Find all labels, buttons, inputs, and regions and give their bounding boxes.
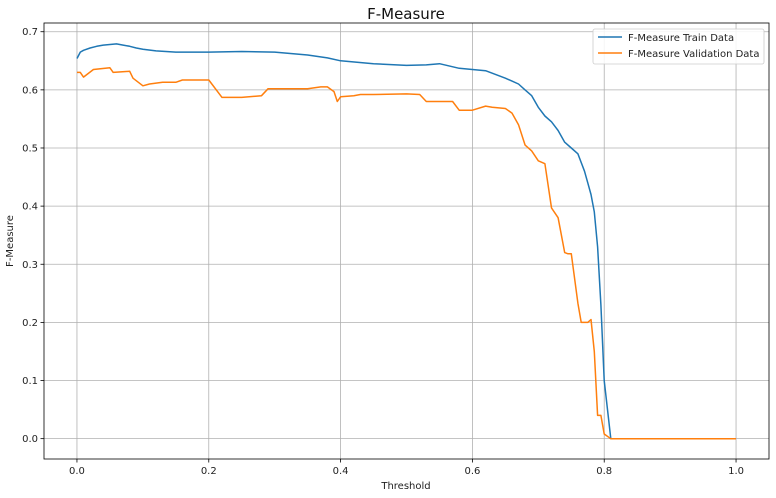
chart-title: F-Measure (367, 5, 445, 23)
x-tick-label: 0.0 (69, 466, 85, 477)
y-tick-label: 0.4 (22, 202, 38, 213)
y-tick-label: 0.2 (22, 318, 38, 329)
y-tick-label: 0.0 (22, 434, 38, 445)
legend: F-Measure Train Data F-Measure Validatio… (592, 28, 765, 65)
legend-box (592, 28, 765, 65)
train-series-line (76, 43, 736, 440)
x-tick-label: 0.6 (464, 466, 480, 477)
legend-label-train: F-Measure Train Data (628, 33, 734, 44)
axis-ticks: 0.0 0.2 0.4 0.6 0.8 1.0 0.0 0.1 0.2 0.3 0.4 0.5 0.6 0… (22, 27, 744, 477)
y-tick-label: 0.1 (22, 376, 38, 387)
validation-series-line (77, 67, 736, 440)
x-tick-label: 0.8 (596, 466, 612, 477)
x-tick-label: 0.4 (333, 466, 349, 477)
y-tick-label: 0.5 (22, 143, 38, 154)
legend-label-validation: F-Measure Validation Data (628, 49, 759, 60)
y-tick-label: 0.3 (22, 260, 38, 271)
plot-frame (43, 22, 770, 460)
y-axis-label: F-Measure (5, 215, 16, 267)
x-tick-label: 1.0 (728, 466, 744, 477)
y-tick-label: 0.7 (22, 27, 38, 38)
series-lines (76, 43, 736, 440)
x-tick-label: 0.2 (201, 466, 217, 477)
y-tick-label: 0.6 (22, 85, 38, 96)
x-axis-label: Threshold (380, 481, 430, 492)
